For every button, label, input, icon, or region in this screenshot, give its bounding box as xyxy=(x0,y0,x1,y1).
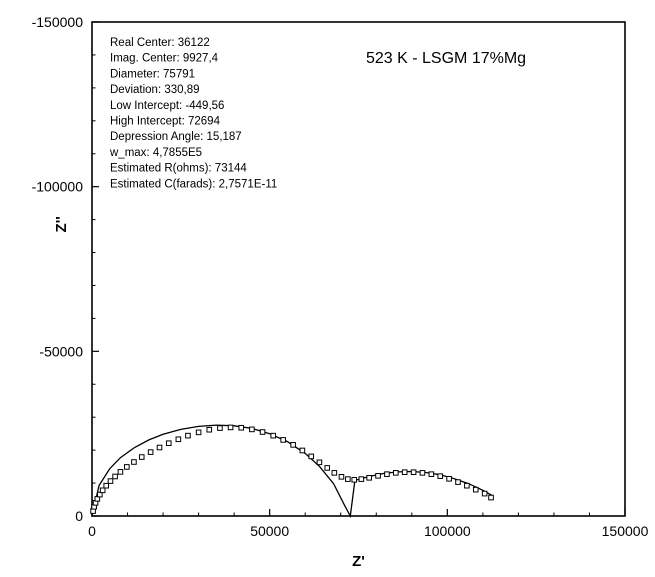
ticks-layer: 0 50000 100000 150000 0 -50000 -100000 -150000 xyxy=(32,14,649,539)
data-point xyxy=(217,425,223,431)
data-point xyxy=(419,470,426,476)
x-axis-label: Z' xyxy=(352,553,365,570)
data-point xyxy=(308,453,315,460)
x-tick-label: 100000 xyxy=(424,523,471,539)
data-point xyxy=(185,432,191,439)
x-tick-label: 150000 xyxy=(602,523,649,539)
data-point xyxy=(165,440,172,447)
data-point xyxy=(384,471,390,477)
data-points-layer xyxy=(90,424,494,514)
data-point xyxy=(107,478,114,484)
data-point xyxy=(410,469,417,475)
data-point xyxy=(488,494,494,501)
y-axis-label: Z'' xyxy=(53,216,70,232)
data-point xyxy=(103,482,110,489)
data-point xyxy=(156,444,163,451)
data-point xyxy=(175,436,182,443)
data-point xyxy=(472,486,479,493)
data-point xyxy=(428,471,435,477)
data-point xyxy=(316,459,323,466)
data-point xyxy=(393,470,399,476)
data-point xyxy=(375,473,381,479)
fit-info-line: Deviation: 330,89 xyxy=(110,84,200,96)
data-point xyxy=(270,432,277,439)
data-point xyxy=(259,429,266,435)
fit-info-line: Estimated R(ohms): 73144 xyxy=(110,163,247,175)
fit-curve xyxy=(91,424,493,519)
data-point xyxy=(299,447,306,454)
data-point xyxy=(481,490,488,497)
data-point xyxy=(366,474,372,481)
fit-info-line: Depression Angle: 15,187 xyxy=(110,131,242,143)
fit-info-box: Real Center: 36122 Imag. Center: 9927,4 Di… xyxy=(109,37,277,190)
x-tick-label: 0 xyxy=(88,523,96,539)
fit-info-line: w_max: 4,7855E5 xyxy=(109,147,202,159)
data-point xyxy=(401,469,408,475)
plot-frame xyxy=(91,21,626,517)
data-point xyxy=(280,437,286,443)
data-point xyxy=(455,479,461,485)
data-point xyxy=(195,429,202,436)
data-point xyxy=(206,426,213,433)
fit-info-line: Imag. Center: 9927,4 xyxy=(110,53,219,65)
data-point xyxy=(437,473,444,479)
data-point xyxy=(324,465,331,471)
y-tick-label: -150000 xyxy=(32,14,84,30)
data-point xyxy=(249,426,255,433)
data-point xyxy=(117,469,124,475)
x-tick-label: 50000 xyxy=(250,523,289,539)
data-point xyxy=(138,454,145,460)
data-point xyxy=(338,474,345,480)
data-point xyxy=(112,473,118,480)
data-point xyxy=(358,476,365,482)
data-point xyxy=(351,476,358,483)
data-point xyxy=(97,491,103,498)
data-point xyxy=(464,482,470,489)
fit-info-line: Real Center: 36122 xyxy=(110,37,210,49)
data-point xyxy=(238,424,245,431)
y-tick-label: 0 xyxy=(75,508,83,524)
data-point xyxy=(331,470,338,476)
data-point xyxy=(147,449,154,455)
chart-title: 523 K - LSGM 17%Mg xyxy=(366,50,526,67)
fit-curve-layer xyxy=(91,424,493,519)
data-point xyxy=(131,459,137,465)
data-point xyxy=(99,487,106,494)
data-point xyxy=(290,442,296,448)
data-point xyxy=(124,464,130,470)
data-point xyxy=(345,476,351,482)
fit-info-line: Diameter: 75791 xyxy=(110,68,195,80)
fit-info-line: Low Intercept: -449,56 xyxy=(110,100,224,112)
y-tick-label: -100000 xyxy=(32,179,84,195)
data-point xyxy=(446,475,452,482)
fit-info-line: Estimated C(farads): 2,7571E-11 xyxy=(110,178,277,190)
y-tick-label: -50000 xyxy=(39,343,83,359)
fit-info-line: High Intercept: 72694 xyxy=(110,116,221,128)
data-point xyxy=(227,424,234,431)
